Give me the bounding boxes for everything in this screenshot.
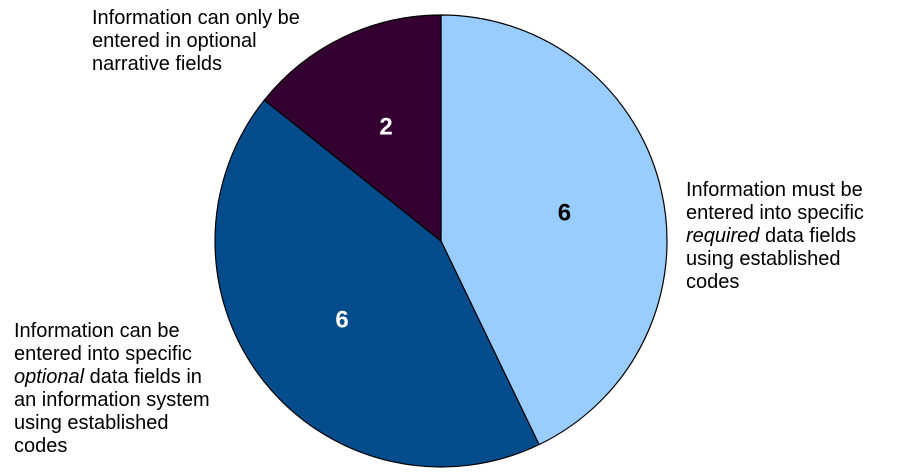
slice-value-label-2: 6 (335, 306, 348, 333)
narrative-label-line: entered in optional (92, 30, 257, 52)
pie-slice-1 (440, 14, 668, 446)
optional-label-line: an information system (14, 389, 210, 411)
pie-value-labels: 6 6 2 (335, 114, 571, 334)
narrative-label-line: narrative fields (92, 53, 223, 75)
required-label-line: codes (686, 271, 740, 293)
optional-label-line: codes (14, 435, 68, 457)
optional-label-text: data fields in (84, 366, 202, 388)
required-label-line: using established (686, 248, 841, 270)
required-label-line3: required data fields (686, 225, 864, 248)
optional-label-line: entered into specific (14, 343, 192, 365)
slice-value-label-3: 2 (379, 114, 392, 141)
pie-slice-3 (263, 14, 442, 243)
required-emphasis: required (686, 225, 760, 247)
category-label-optional: Information can be entered into specific… (14, 320, 210, 458)
category-label-narrative: Information can only be entered in optio… (92, 7, 300, 76)
category-label-required: Information must be entered into specifi… (686, 179, 864, 294)
pie-slices (214, 14, 668, 468)
required-label-line: entered into specific (686, 202, 864, 224)
optional-label-line: using established (14, 412, 169, 434)
optional-label-line3: optional data fields in (14, 366, 210, 389)
required-label-text: data fields (759, 225, 857, 247)
narrative-label-line: Information can only be (92, 7, 300, 29)
required-label-line: Information must be (686, 179, 863, 201)
slice-value-label-1: 6 (558, 199, 571, 226)
optional-label-line: Information can be (14, 320, 180, 342)
pie-slice-2 (214, 99, 540, 468)
optional-emphasis: optional (14, 366, 85, 388)
